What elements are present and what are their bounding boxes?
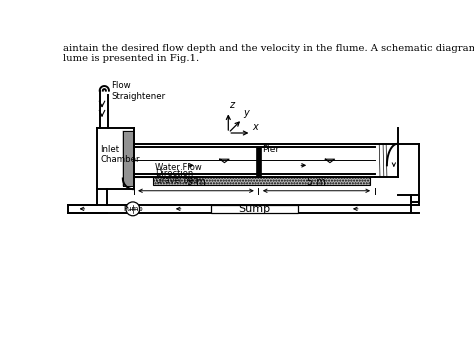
Text: Water Flow: Water Flow bbox=[155, 163, 202, 172]
Text: Direction: Direction bbox=[155, 169, 193, 178]
Text: y: y bbox=[243, 108, 249, 118]
Text: x: x bbox=[252, 122, 258, 132]
Text: Pump: Pump bbox=[123, 206, 143, 212]
Text: lume is presented in Fig.1.: lume is presented in Fig.1. bbox=[63, 54, 199, 63]
Text: 5 m: 5 m bbox=[307, 177, 326, 187]
Bar bbox=[256, 147, 261, 177]
Text: 9 m: 9 m bbox=[187, 177, 205, 187]
Bar bbox=[153, 177, 370, 185]
Text: Sump: Sump bbox=[238, 204, 270, 214]
Text: aintain the desired flow depth and the velocity in the flume. A schematic diagra: aintain the desired flow depth and the v… bbox=[63, 44, 474, 54]
Text: z: z bbox=[229, 100, 234, 110]
Text: Pier: Pier bbox=[262, 145, 279, 154]
Text: Flow
Straightener: Flow Straightener bbox=[111, 82, 165, 101]
Text: Inlet
Chamber: Inlet Chamber bbox=[100, 145, 140, 164]
Bar bbox=[210, 205, 298, 213]
Text: Gravel bed: Gravel bed bbox=[156, 176, 198, 185]
Circle shape bbox=[126, 202, 140, 216]
